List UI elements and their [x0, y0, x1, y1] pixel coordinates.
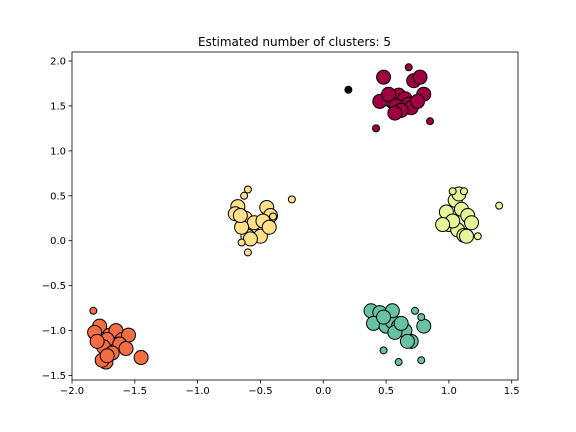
core-point: [412, 69, 428, 85]
core-point: [381, 86, 397, 102]
border-point: [243, 185, 252, 194]
x-tick-label: 0.0: [315, 386, 331, 397]
border-point: [237, 238, 246, 247]
core-point: [232, 208, 248, 224]
x-tick-label: −1.0: [185, 386, 209, 397]
core-point: [89, 333, 105, 349]
cluster-3: [435, 186, 504, 244]
y-tick-label: 1.0: [50, 146, 66, 157]
core-point: [458, 228, 474, 244]
y-tick-label: −1.0: [42, 326, 66, 337]
border-point: [404, 63, 413, 72]
cluster-4: [363, 303, 432, 367]
x-tick-label: 1.5: [504, 386, 520, 397]
chart-title: Estimated number of clusters: 5: [198, 35, 391, 49]
border-point: [243, 248, 252, 257]
core-point: [464, 215, 480, 231]
cluster-5: [87, 306, 149, 370]
border-point: [417, 313, 426, 322]
x-tick-label: −2.0: [60, 386, 84, 397]
y-tick-label: 1.5: [50, 101, 66, 112]
y-tick-label: 2.0: [50, 56, 66, 67]
border-point: [410, 306, 419, 315]
border-point: [426, 117, 435, 126]
core-point: [435, 217, 451, 233]
cluster-1: [372, 63, 435, 133]
core-point: [409, 93, 425, 109]
core-point: [416, 318, 432, 334]
x-tick-label: 1.0: [441, 386, 457, 397]
core-point: [261, 219, 277, 235]
core-point: [118, 341, 134, 357]
core-point: [133, 350, 149, 366]
plot-area: −2.0 −1.5 −1.0 −0.5 0.0 0.5 1.0 1.5 −1.5 −1.0 −0.5…: [42, 51, 520, 397]
y-tick-label: −1.5: [42, 371, 66, 382]
border-point: [240, 191, 249, 200]
border-point: [417, 356, 426, 365]
x-tick-label: −1.5: [123, 386, 147, 397]
core-point: [387, 105, 403, 121]
core-point: [242, 231, 258, 247]
core-point: [99, 348, 115, 364]
y-tick-label: 0.5: [50, 191, 66, 202]
core-point: [399, 333, 415, 349]
y-tick-label: −0.5: [42, 281, 66, 292]
border-point: [372, 124, 381, 133]
border-point: [287, 195, 296, 204]
border-point: [394, 358, 403, 367]
border-point: [448, 187, 457, 196]
noise-point: [344, 85, 353, 94]
core-point: [393, 315, 409, 331]
core-point: [376, 69, 392, 85]
border-point: [379, 346, 388, 355]
border-point: [459, 187, 468, 196]
x-tick-label: 0.5: [378, 386, 394, 397]
border-point: [89, 306, 98, 315]
border-point: [495, 201, 504, 210]
y-tick-label: 0.0: [50, 236, 66, 247]
x-tick-label: −0.5: [248, 386, 272, 397]
border-point: [473, 232, 482, 241]
cluster-2: [227, 185, 296, 257]
core-point: [376, 309, 392, 325]
border-point: [269, 212, 278, 221]
